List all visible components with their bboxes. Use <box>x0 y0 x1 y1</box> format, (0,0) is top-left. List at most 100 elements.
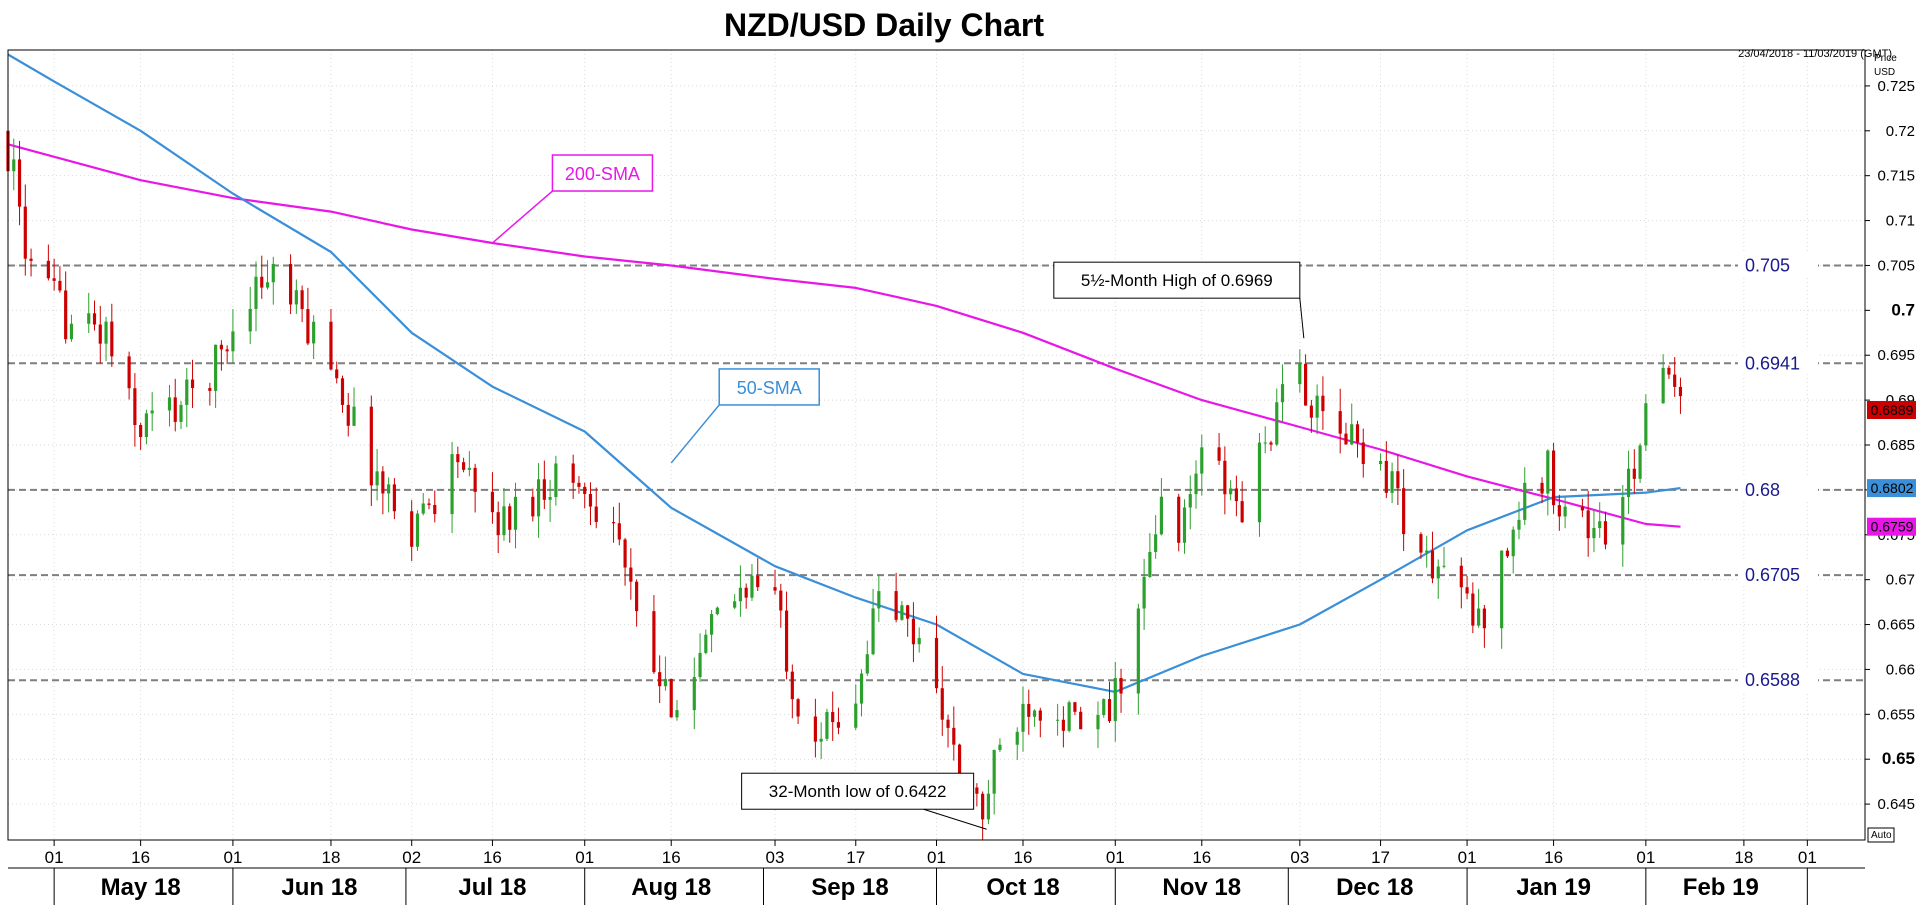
sma-callout-label: 200-SMA <box>565 164 640 184</box>
candle-body <box>992 750 996 794</box>
candle-body <box>1275 402 1279 445</box>
x-day-label: 01 <box>1636 848 1655 867</box>
candle-body <box>1263 442 1267 444</box>
candle-body <box>1632 468 1636 479</box>
candle-body <box>1378 460 1383 464</box>
candle-body <box>502 506 506 536</box>
chart-title: NZD/USD Daily Chart <box>724 7 1044 43</box>
candle-body <box>335 369 339 379</box>
candle-body <box>1096 715 1100 730</box>
candle-body <box>104 321 108 344</box>
candle-body <box>23 206 27 259</box>
candle-body <box>658 672 662 687</box>
candle-body <box>133 388 137 426</box>
candle-body <box>392 484 396 512</box>
candle-body <box>1280 384 1285 403</box>
candle-body <box>98 324 102 344</box>
auto-label: Auto <box>1871 830 1892 841</box>
candle-body <box>473 467 477 492</box>
candle-body <box>1061 719 1065 731</box>
candle-body <box>871 608 875 655</box>
candle-body <box>179 404 183 422</box>
candle-body <box>381 471 385 494</box>
candle-body <box>1563 506 1567 517</box>
candle-body <box>1257 442 1262 523</box>
candle-body <box>329 321 333 370</box>
candle-body <box>1511 529 1515 557</box>
sma-callout-leader <box>491 190 553 244</box>
candle-body <box>150 410 154 414</box>
candle-body <box>289 263 293 305</box>
y-tick-label: 0.705 <box>1877 257 1915 274</box>
candle-body <box>1136 608 1140 694</box>
x-day-label: 16 <box>1544 848 1563 867</box>
x-day-label: 01 <box>1458 848 1477 867</box>
level-label-bg <box>1738 476 1818 501</box>
annotations: 200-SMA 50-SMA 5½-Month High of 0.6969 32-M… <box>491 154 1305 830</box>
candle-body <box>1667 367 1671 375</box>
candle-body <box>531 496 535 517</box>
candle-body <box>877 591 881 609</box>
candle-body <box>433 504 437 515</box>
candle-body <box>1621 497 1625 545</box>
level-label: 0.68 <box>1745 480 1780 500</box>
candle-body <box>1361 442 1365 464</box>
x-day-label: 16 <box>131 848 150 867</box>
candle-body <box>1390 471 1394 493</box>
moving-averages <box>7 53 1681 694</box>
candle-body <box>387 484 391 494</box>
candle-body <box>1038 710 1042 721</box>
candle-body <box>52 278 56 281</box>
candle-body <box>715 607 719 615</box>
candle-body <box>456 454 460 463</box>
x-month-label: Jun 18 <box>281 874 357 901</box>
candle-body <box>1546 450 1550 494</box>
candle-body <box>1073 702 1077 712</box>
candle-body <box>46 260 50 279</box>
candle-body <box>1523 482 1527 520</box>
candle-body <box>1032 710 1037 717</box>
candle-body <box>981 793 985 820</box>
candle-body <box>1056 719 1060 721</box>
price-badge <box>1867 479 1916 498</box>
candle-body <box>577 482 581 487</box>
candle-body <box>462 462 466 470</box>
candle-body <box>214 344 218 391</box>
x-month-label: May 18 <box>101 874 181 901</box>
candle-body <box>611 522 616 524</box>
y-tick-label: 0.685 <box>1877 437 1915 454</box>
candle-body <box>1505 550 1510 557</box>
x-day-label: 16 <box>1192 848 1211 867</box>
candle-body <box>744 587 748 598</box>
candle-body <box>1673 374 1677 387</box>
candle-body <box>831 712 835 723</box>
candle-body <box>1350 424 1354 445</box>
candle-body <box>58 280 62 291</box>
candle-body <box>415 513 420 547</box>
candle-body <box>652 611 656 673</box>
candle-body <box>1079 711 1083 730</box>
candle-body <box>1430 550 1435 579</box>
candle-body <box>1119 678 1123 694</box>
candle-body <box>1638 445 1642 479</box>
x-day-label: 17 <box>846 848 865 867</box>
x-day-label: 02 <box>402 848 421 867</box>
candle-body <box>427 503 431 505</box>
candle-body <box>813 716 817 742</box>
candle-body <box>1402 488 1406 535</box>
candle-body <box>17 159 22 207</box>
x-month-label: Oct 18 <box>986 874 1059 901</box>
annotation-leader <box>923 808 987 830</box>
x-month-label: Jul 18 <box>458 874 526 901</box>
candle-body <box>583 486 587 494</box>
candle-body <box>1154 534 1158 552</box>
annotation-label: 32-Month low of 0.6422 <box>769 782 947 801</box>
candle-body <box>900 605 904 620</box>
sma-50-line <box>7 53 1681 694</box>
candle-body <box>542 479 546 500</box>
candle-body <box>173 397 177 422</box>
annotation-box <box>1053 261 1301 299</box>
candle-body <box>675 710 679 718</box>
y-tick-label: 0.655 <box>1877 706 1915 723</box>
